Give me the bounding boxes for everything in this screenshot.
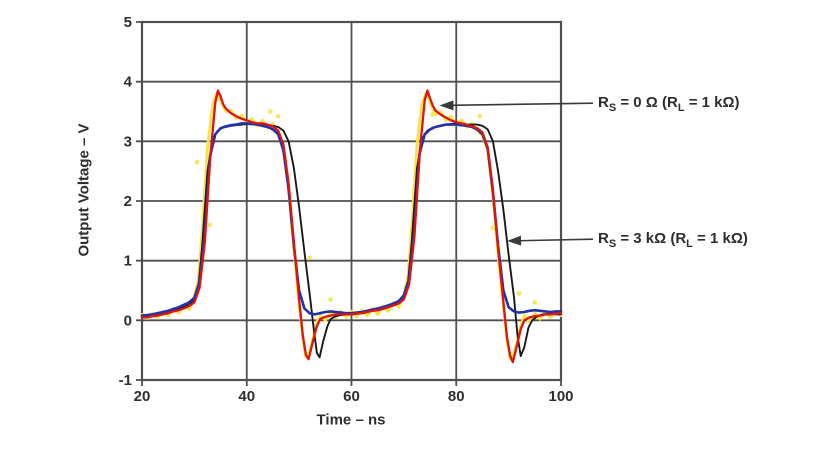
x-tick-label: 40	[238, 388, 255, 405]
y-tick-label: 4	[124, 74, 133, 91]
annotation-text: R	[598, 230, 609, 248]
y-tick-label: 3	[124, 133, 132, 150]
annotation-subscript: S	[608, 238, 617, 251]
annotation-text: = 3 kΩ (R	[616, 230, 687, 248]
noise-speckle	[328, 297, 333, 302]
plot-border	[140, 20, 563, 382]
annotation-text: = 1 kΩ)	[684, 94, 740, 112]
annotation-rs-3-kohm: RS = 3 kΩ (RL = 1 kΩ)	[598, 228, 748, 255]
x-tick-label: 60	[343, 388, 360, 405]
x-tick-label: 100	[548, 388, 573, 405]
noise-speckle	[207, 222, 213, 228]
noise-speckle	[194, 159, 200, 165]
noise-speckle	[516, 291, 522, 296]
callout-arrowhead-icon	[439, 100, 454, 111]
annotation-rs-0-ohm: RS = 0 Ω (RL = 1 kΩ)	[598, 92, 740, 119]
annotation-text: = 1 kΩ)	[692, 230, 748, 248]
noise-speckle	[532, 300, 538, 305]
noise-speckle	[268, 109, 273, 114]
callout-arrowhead-icon	[507, 235, 522, 246]
annotation-subscript: L	[686, 238, 693, 251]
callout-arrow-line	[450, 102, 594, 107]
y-tick-label: 1	[124, 253, 132, 270]
noise-speckle	[275, 113, 281, 119]
y-tick-label: 5	[124, 14, 132, 31]
noise-speckle	[307, 255, 312, 260]
annotation-subscript: S	[608, 102, 617, 115]
annotation-subscript: L	[677, 102, 685, 115]
y-axis-title: Output Voltage – V	[75, 123, 93, 257]
y-tick-label: 0	[124, 312, 132, 329]
annotation-text: = 0 Ω (R	[616, 94, 678, 112]
x-axis-title: Time – ns	[316, 411, 386, 429]
y-tick-label: -1	[119, 372, 132, 389]
noise-speckle	[490, 225, 496, 231]
y-tick-label: 2	[124, 193, 132, 210]
red-trace-rs-0-ohm	[140, 89, 563, 364]
callout-arrow-line	[518, 238, 594, 242]
x-tick-label: 80	[448, 388, 465, 405]
annotation-text: R	[598, 94, 609, 112]
x-tick-label: 20	[134, 388, 151, 405]
noise-speckle	[477, 113, 483, 119]
